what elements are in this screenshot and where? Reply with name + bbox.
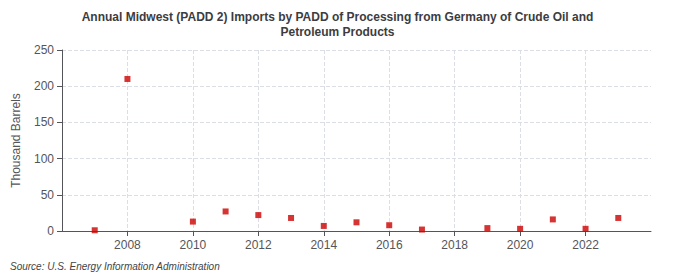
- svg-text:50: 50: [41, 188, 55, 202]
- svg-text:Source: U.S. Energy Informatio: Source: U.S. Energy Information Administ…: [10, 261, 220, 272]
- svg-text:2016: 2016: [376, 238, 403, 252]
- svg-text:150: 150: [34, 115, 54, 129]
- svg-text:2012: 2012: [245, 238, 272, 252]
- svg-text:Annual Midwest (PADD 2) Import: Annual Midwest (PADD 2) Imports by PADD …: [82, 10, 594, 24]
- svg-text:0: 0: [47, 224, 54, 238]
- svg-text:2022: 2022: [572, 238, 599, 252]
- svg-text:Petroleum Products: Petroleum Products: [280, 25, 394, 39]
- svg-text:2010: 2010: [180, 238, 207, 252]
- svg-text:Thousand Barrels: Thousand Barrels: [9, 93, 23, 188]
- svg-text:2008: 2008: [114, 238, 141, 252]
- svg-text:2020: 2020: [507, 238, 534, 252]
- svg-text:250: 250: [34, 43, 54, 57]
- svg-text:2018: 2018: [441, 238, 468, 252]
- svg-text:100: 100: [34, 152, 54, 166]
- svg-text:2014: 2014: [310, 238, 337, 252]
- svg-text:200: 200: [34, 79, 54, 93]
